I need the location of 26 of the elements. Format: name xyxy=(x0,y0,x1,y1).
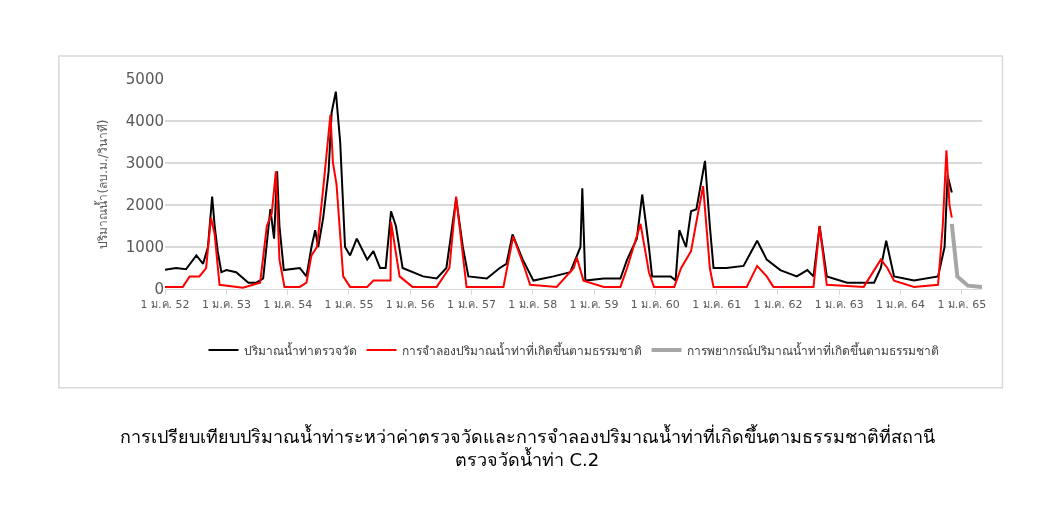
x-tick-label: 1 ม.ค. 52 xyxy=(140,298,190,312)
y-tick-label: 0 xyxy=(154,280,164,299)
x-tick-label: 1 ม.ค. 54 xyxy=(263,298,313,312)
legend-label: ปริมาณน้ำท่าตรวจวัด xyxy=(243,341,357,358)
y-axis-title: ปริมาณน้ำ(ลบ.ม./วินาที) xyxy=(94,119,111,249)
y-tick-label: 3000 xyxy=(125,154,164,173)
x-tick-label: 1 ม.ค. 56 xyxy=(385,298,435,312)
x-tick-label: 1 ม.ค. 55 xyxy=(324,298,374,312)
x-tick-label: 1 ม.ค. 62 xyxy=(753,298,803,312)
y-tick-label: 4000 xyxy=(125,112,164,131)
y-tick-label: 1000 xyxy=(125,238,164,257)
x-tick-label: 1 ม.ค. 58 xyxy=(508,298,558,312)
text: การเปรียบเทียบปริมาณน้ำท่าระหว่าค่าตรวจวัดและการจำลองปริมาณน้ำท่าที่เกิดขึ้นตามธรรมชาติที่สถานี ตรวจวัดน้ำท่า C.2 xyxy=(119,423,935,471)
x-tick-label: 1 ม.ค. 61 xyxy=(692,298,742,312)
x-tick-label: 1 ม.ค. 60 xyxy=(630,298,680,312)
y-tick-label: 5000 xyxy=(125,70,164,89)
legend-label: การพยากรณ์ปริมาณน้ำท่าที่เกิดขึ้นตามธรรมชาติ xyxy=(686,341,939,358)
x-tick-label: 1 ม.ค. 65 xyxy=(937,298,987,312)
x-tick-label: 1 ม.ค. 63 xyxy=(814,298,864,312)
x-tick-label: 1 ม.ค. 64 xyxy=(875,298,925,312)
y-tick-label: 2000 xyxy=(125,196,164,215)
legend-label: การจำลองปริมาณน้ำท่าที่เกิดขึ้นตามธรรมชาติ xyxy=(401,341,642,358)
x-tick-label: 1 ม.ค. 57 xyxy=(447,298,497,312)
x-tick-label: 1 ม.ค. 59 xyxy=(569,298,619,312)
x-tick-label: 1 ม.ค. 53 xyxy=(201,298,251,312)
line-series xyxy=(949,221,982,289)
